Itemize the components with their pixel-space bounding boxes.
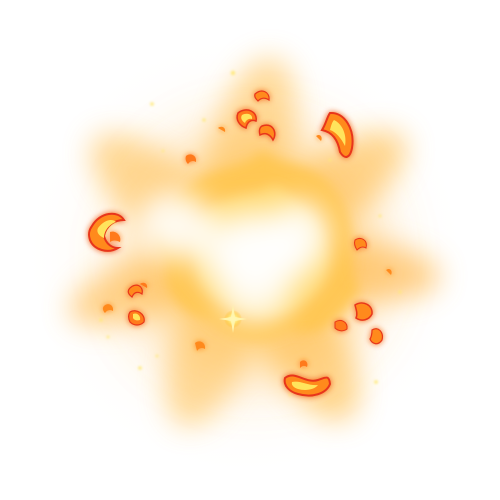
flame-fragment: [218, 126, 226, 132]
flame-fragment: [258, 124, 276, 142]
spark-particle: [202, 118, 206, 122]
flame-fragment: [127, 284, 143, 298]
spark-particle: [230, 70, 236, 76]
flame-fragment: [102, 304, 114, 313]
flame-fragment: [334, 319, 348, 332]
flame-fragment: [354, 237, 367, 251]
spark-particle: [328, 158, 332, 162]
spark-particle: [378, 214, 382, 218]
flame-fragment: [110, 231, 121, 242]
flame-fragment: [254, 90, 270, 102]
spark-particle: [99, 318, 103, 322]
spark-particle: [138, 366, 142, 370]
spark-particle: [150, 102, 154, 106]
flame-fragment: [195, 341, 206, 351]
spark-particle: [155, 354, 159, 358]
spark-particles: [99, 70, 402, 397]
flame-fragments: [87, 90, 392, 397]
flame-fragment: [87, 212, 126, 252]
spark-particle: [161, 149, 165, 153]
flame-fragment: [354, 302, 373, 321]
flame-fragment: [320, 111, 354, 158]
flame-fragment: [185, 154, 197, 164]
flame-fragment: [369, 328, 383, 345]
flame-fragment: [386, 268, 392, 275]
spark-particle: [374, 380, 378, 384]
spark-particle: [398, 290, 402, 294]
flame-fragment: [140, 282, 148, 288]
spark-particle: [106, 335, 110, 339]
flame-fragment: [316, 134, 322, 141]
center-spark: [219, 305, 247, 333]
spark-particle: [288, 393, 292, 397]
flame-fragment: [300, 360, 308, 368]
